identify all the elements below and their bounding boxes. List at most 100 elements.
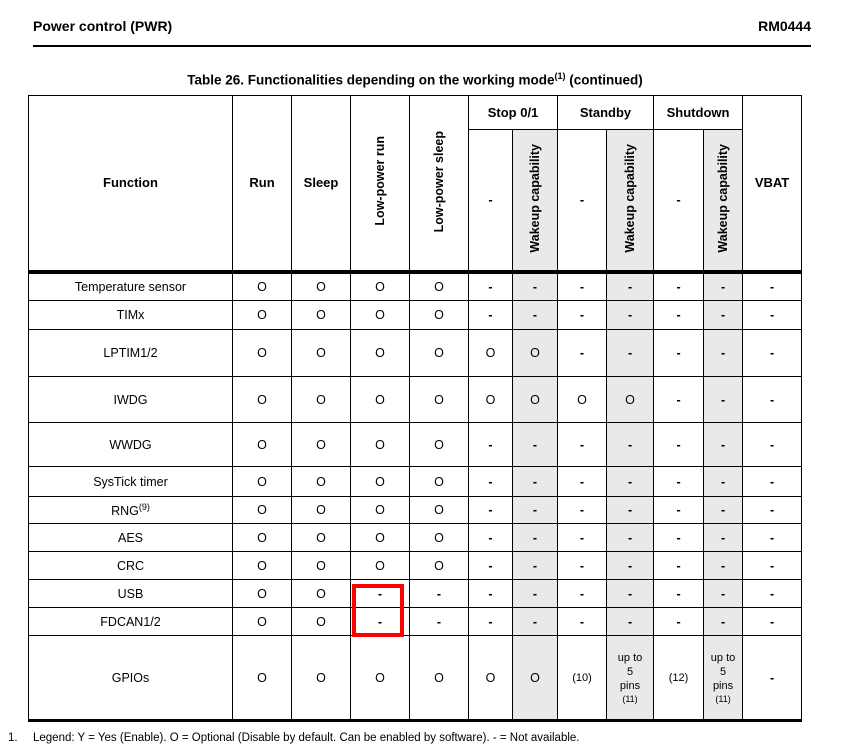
value-cell: O [232,635,292,722]
value-cell: - [703,496,744,524]
value-cell: O [232,607,292,636]
value-cell: O [232,422,292,467]
value-cell: O [409,496,469,524]
value-cell: - [606,607,655,636]
value-cell: O [350,422,410,467]
column-header-function: Function [28,95,233,272]
value-cell: - [742,551,803,580]
value-cell: up to 5 pins (11) [606,635,655,722]
value-cell: O [409,635,469,722]
value-cell: O [232,376,292,423]
value-cell: - [606,496,655,524]
function-cell: RNG(9) [28,496,233,524]
value-cell: O [232,329,292,377]
value-cell: - [557,523,608,552]
stop-dash-header: - [468,129,513,272]
value-cell: - [557,422,608,467]
value-cell: - [511,466,559,497]
shutdown-wakeup-label: Wakeup capability [715,143,730,253]
value-cell: - [557,466,608,497]
standby-dash-header: - [557,129,608,272]
value-cell: - [653,466,705,497]
value-cell: O [350,269,410,301]
table-title: Table 26. Functionalities depending on t… [28,71,802,88]
value-cell: - [468,422,513,467]
function-cell: USB [28,579,233,608]
value-cell: - [511,269,559,301]
value-cell: O [557,376,608,423]
value-cell: - [606,551,655,580]
value-cell: (10) [557,635,608,722]
table-row: AES O O O O - - - - - - - [28,523,803,552]
sub-header-row: - Wakeup capability - Wakeup capability … [29,129,802,272]
value-cell: - [606,523,655,552]
value-cell: (12) [653,635,705,722]
low-power-sleep-label: Low-power sleep [431,130,446,232]
value-cell: - [468,551,513,580]
value-cell: O [606,376,655,423]
value-cell: O [232,579,292,608]
value-cell: - [742,300,803,330]
header-divider [33,45,811,47]
value-cell: - [468,466,513,497]
value-cell: O [409,329,469,377]
value-cell: O [409,466,469,497]
value-cell: - [557,329,608,377]
page-header-title: Power control (PWR) [33,18,173,34]
value-cell: O [232,523,292,552]
value-cell: O [350,496,410,524]
function-cell: Temperature sensor [28,269,233,301]
value-cell: - [703,466,744,497]
value-cell: - [653,579,705,608]
value-cell: O [350,551,410,580]
table-row: FDCAN1/2 O O - - - - - - - - - [28,607,803,636]
value-cell: - [468,607,513,636]
page-header-doc-id: RM0444 [758,18,811,34]
table-row: IWDG O O O O O O O O - - - [28,376,803,423]
group-header-row: Function Run Sleep Low-power run Low-pow… [28,95,803,272]
table-title-suffix: (continued) [565,72,643,88]
value-cell: O [350,635,410,722]
shutdown-wakeup-header: Wakeup capability [703,129,744,272]
value-cell: - [703,329,744,377]
value-cell: O [350,523,410,552]
value-cell: - [606,422,655,467]
value-cell: - [742,422,803,467]
value-cell: O [511,329,559,377]
column-header-run: Run [232,95,292,272]
footnote-text: Legend: Y = Yes (Enable). O = Optional (… [33,732,580,744]
value-cell: - [468,269,513,301]
value-cell: - [742,579,803,608]
value-cell: O [409,269,469,301]
standby-wakeup-label: Wakeup capability [622,143,637,253]
stop-wakeup-label: Wakeup capability [527,143,542,253]
value-cell: - [606,269,655,301]
table-title-footnote-ref: (1) [554,71,566,81]
value-cell: O [291,466,351,497]
cell-footnote-ref: (11) [715,693,731,704]
value-cell: - [653,551,705,580]
value-cell: - [468,496,513,524]
value-cell: O [291,269,351,301]
column-header-sleep: Sleep [291,95,351,272]
cell-footnote-ref: (11) [622,693,638,704]
value-cell: O [232,496,292,524]
value-cell: - [703,607,744,636]
value-cell: - [653,607,705,636]
table-footnote: 1. Legend: Y = Yes (Enable). O = Optional… [8,732,836,744]
function-cell: IWDG [28,376,233,423]
table-row: LPTIM1/2 O O O O O O - - - - - [28,329,803,377]
table-row: GPIOs O O O O O O (10) up to 5 pins (11) (12) up to 5 p… [28,635,803,722]
table-body: Temperature sensor O O O O - - - - - - - TIMx O O O O - - -… [28,269,803,722]
value-cell: - [606,300,655,330]
value-cell: O [468,635,513,722]
value-cell: - [703,300,744,330]
value-cell: O [232,269,292,301]
value-cell: - [606,579,655,608]
value-cell: - [557,579,608,608]
value-cell: - [468,523,513,552]
function-cell: TIMx [28,300,233,330]
value-cell: - [606,329,655,377]
table-row: RNG(9) O O O O - - - - - - - [28,496,803,524]
value-cell: O [291,376,351,423]
